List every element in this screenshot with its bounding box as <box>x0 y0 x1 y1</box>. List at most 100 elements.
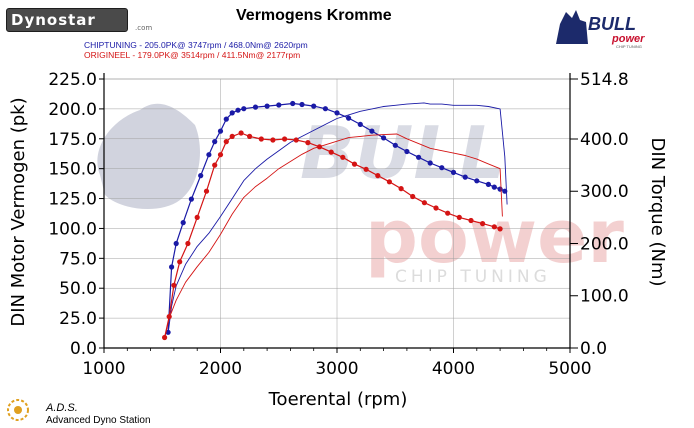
ads-logo: A.D.S. Advanced Dyno Station <box>6 398 206 426</box>
data-point-origineel <box>497 226 503 232</box>
data-point-chiptuning <box>450 169 457 175</box>
y-left-tick-label: 225.0 <box>48 70 97 90</box>
data-point-chiptuning <box>169 264 175 270</box>
data-point-chiptuning <box>252 104 259 110</box>
y-right-tick-label: 300.0 <box>580 182 629 202</box>
bull-logo-sub-text: power <box>611 33 645 45</box>
data-point-origineel <box>258 136 264 142</box>
watermark-bull-emblem <box>97 103 200 210</box>
data-point-origineel <box>217 152 224 158</box>
data-point-chiptuning <box>497 186 503 192</box>
x-tick-label: 3000 <box>315 359 358 379</box>
data-point-origineel <box>203 188 210 194</box>
data-point-chiptuning <box>427 160 433 166</box>
ads-title: A.D.S. <box>46 402 78 414</box>
data-point-origineel <box>421 200 427 206</box>
data-point-chiptuning <box>264 103 270 109</box>
data-point-origineel <box>194 214 200 220</box>
data-point-chiptuning <box>491 184 497 190</box>
run-legend-chiptuning: CHIPTUNING - 205.0PK@ 3747rpm / 468.0Nm@… <box>84 40 308 50</box>
data-point-chiptuning <box>290 100 296 107</box>
data-point-chiptuning <box>188 196 194 202</box>
data-point-origineel <box>171 282 177 288</box>
data-point-chiptuning <box>198 173 204 179</box>
x-tick-label: 4000 <box>432 359 475 379</box>
data-point-origineel <box>456 214 462 220</box>
data-point-chiptuning <box>381 135 387 141</box>
data-point-chiptuning <box>180 220 186 226</box>
dynostar-logo-suffix: .com <box>135 24 153 32</box>
data-point-chiptuning <box>311 103 317 109</box>
data-point-chiptuning <box>212 139 218 145</box>
y-left-tick-label: 75.0 <box>59 249 97 269</box>
y-right-tick-label: 100.0 <box>580 287 629 307</box>
x-axis-label: Toerental (rpm) <box>268 389 408 410</box>
ads-emblem-icon <box>7 399 29 421</box>
data-point-origineel <box>363 166 369 172</box>
data-point-chiptuning <box>299 101 305 108</box>
data-point-chiptuning <box>416 154 422 160</box>
series-layer <box>162 100 508 341</box>
watermark: BULL power CHIP TUNING <box>97 103 624 287</box>
y-left-tick-label: 150.0 <box>48 160 97 180</box>
data-point-chiptuning <box>462 174 468 180</box>
data-point-origineel <box>386 179 392 185</box>
data-point-chiptuning <box>369 128 375 134</box>
x-tick-label: 2000 <box>199 359 242 379</box>
bull-power-logo: BULL power CHIP TUNING <box>552 4 660 50</box>
ads-subtitle: Advanced Dyno Station <box>46 415 151 426</box>
y-left-tick-label: 0.0 <box>70 339 97 359</box>
data-point-chiptuning <box>217 128 224 134</box>
data-point-chiptuning <box>439 165 445 171</box>
data-point-origineel <box>293 137 299 143</box>
x-tick-label: 5000 <box>548 359 591 379</box>
bull-logo-tag-text: CHIP TUNING <box>616 44 642 49</box>
axis-labels: Toerental (rpm) DIN Motor Vermogen (pk) … <box>8 97 668 410</box>
data-point-origineel <box>375 173 381 179</box>
data-point-origineel <box>305 140 311 146</box>
dynostar-logo: Dynostar .com <box>6 8 152 32</box>
y-left-tick-label: 200.0 <box>48 100 97 120</box>
data-point-origineel <box>212 162 218 168</box>
data-point-origineel <box>282 136 288 142</box>
data-point-origineel <box>340 154 346 160</box>
data-point-chiptuning <box>223 116 229 122</box>
data-point-origineel <box>398 186 404 192</box>
data-point-origineel <box>229 133 235 139</box>
data-point-chiptuning <box>404 148 410 155</box>
bull-logo-main-text: BULL <box>588 14 636 34</box>
y-left-tick-label: 25.0 <box>59 309 97 329</box>
data-point-origineel <box>177 259 183 265</box>
data-point-origineel <box>328 149 334 155</box>
axes: 1000 2000 3000 4000 50000.025.050.075.0100.0… <box>48 70 628 379</box>
data-point-origineel <box>238 130 244 136</box>
y-right-tick-label: 200.0 <box>580 234 629 254</box>
watermark-tag-text: CHIP TUNING <box>395 267 551 287</box>
dynostar-logo-text: Dynostar <box>11 11 96 29</box>
data-point-origineel <box>351 161 358 167</box>
data-point-origineel <box>491 224 497 230</box>
run-legend: CHIPTUNING - 205.0PK@ 3747rpm / 468.0Nm@… <box>84 40 308 60</box>
y-axis-label-left: DIN Motor Vermogen (pk) <box>8 97 29 326</box>
data-point-chiptuning <box>346 115 352 121</box>
run-legend-origineel: ORIGINEEL - 179.0PK@ 3514rpm / 411.5Nm@ … <box>84 50 301 60</box>
data-point-chiptuning <box>206 152 212 158</box>
bull-logo-emblem <box>556 10 588 44</box>
data-point-origineel <box>410 193 416 200</box>
data-point-chiptuning <box>392 142 398 148</box>
series-line-chiptuning-left <box>167 102 508 334</box>
data-point-chiptuning <box>474 178 480 184</box>
data-point-origineel <box>445 210 451 216</box>
y-right-tick-label: 514.8 <box>580 70 629 90</box>
chart-title: Vermogens Kromme <box>236 7 392 24</box>
data-point-chiptuning <box>322 106 328 112</box>
data-point-chiptuning <box>276 102 282 108</box>
data-point-chiptuning <box>357 121 363 127</box>
y-left-tick-label: 175.0 <box>48 130 97 150</box>
y-left-tick-label: 100.0 <box>48 219 97 239</box>
watermark-sub-text: power <box>365 194 624 280</box>
y-right-tick-label: 400.0 <box>580 130 629 150</box>
y-axis-label-right: DIN Torque (Nm) <box>647 137 668 286</box>
y-left-tick-label: 50.0 <box>59 279 97 299</box>
